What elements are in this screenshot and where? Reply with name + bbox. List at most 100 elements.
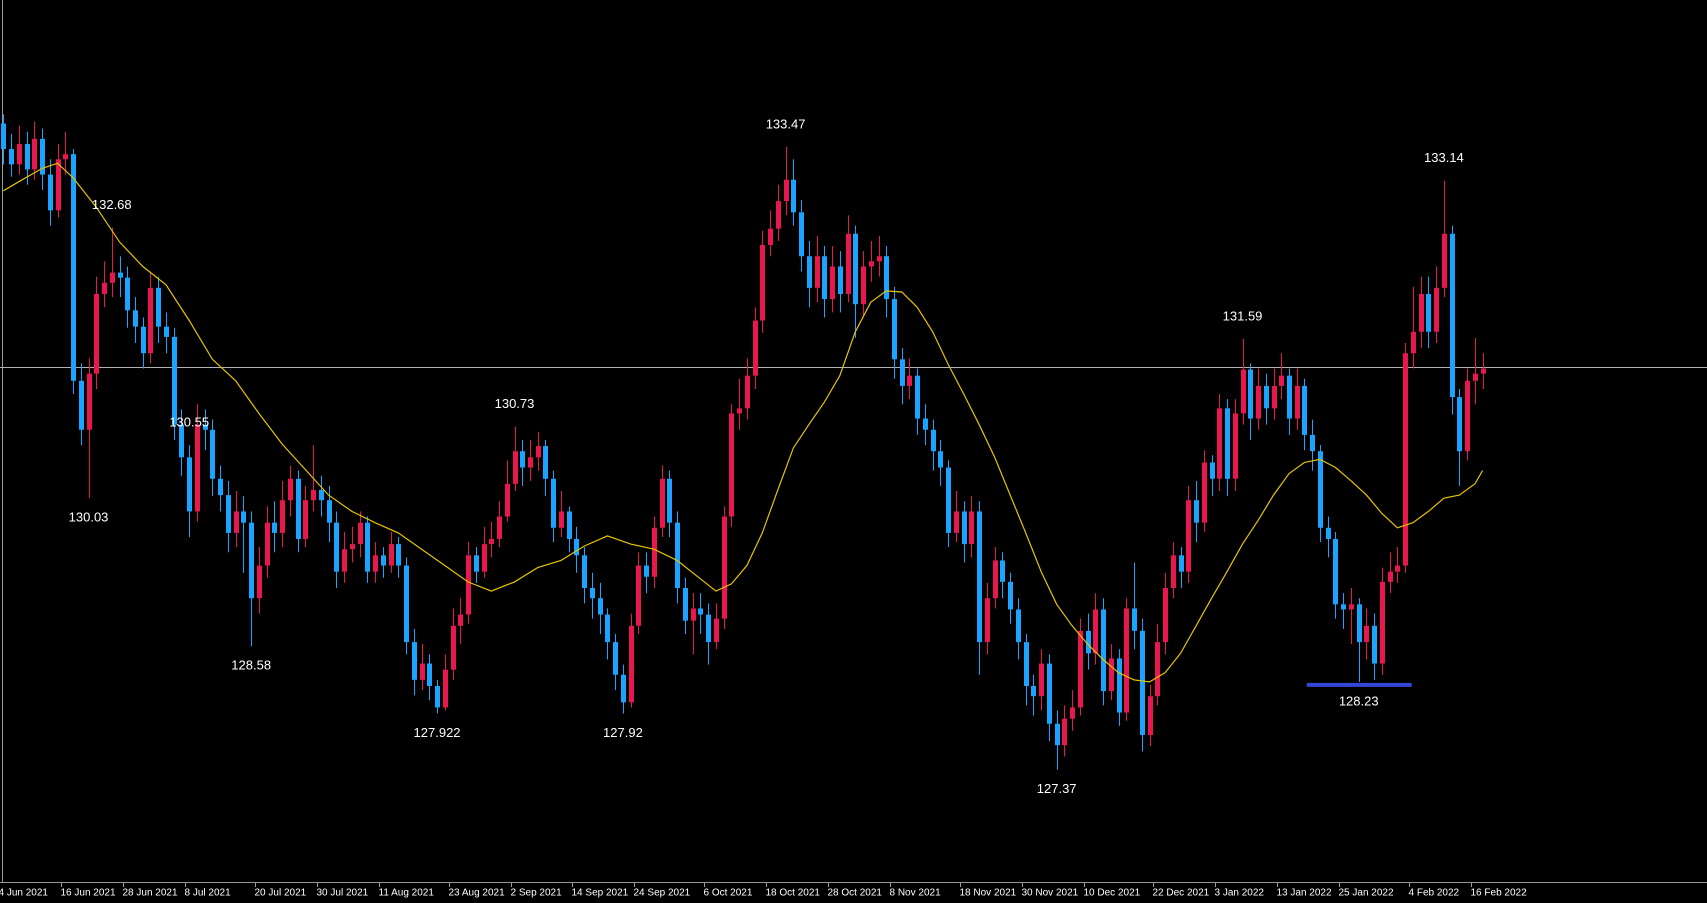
candle-body <box>40 138 45 175</box>
candle-body <box>358 522 363 545</box>
low-label: 130.03 <box>69 510 109 525</box>
candle-body <box>683 588 688 621</box>
candle-body <box>1403 353 1408 566</box>
candle-body <box>1318 451 1323 528</box>
candle-body <box>1388 571 1393 582</box>
candle-body <box>513 451 518 484</box>
x-tick-label: 24 Sep 2021 <box>634 888 691 899</box>
candle-body <box>1434 287 1439 332</box>
candle-body <box>110 272 115 283</box>
high-label: 133.47 <box>766 116 806 131</box>
candle-body <box>830 266 835 300</box>
candle-body <box>1295 385 1300 419</box>
candle-body <box>303 500 308 539</box>
candle-body <box>969 511 974 545</box>
candle-body <box>993 560 998 599</box>
candle-body <box>1241 369 1246 414</box>
candle-body <box>466 555 471 615</box>
candle-body <box>791 179 796 213</box>
candle-body <box>706 614 711 643</box>
candle-body <box>1055 723 1060 746</box>
candle-body <box>32 138 37 170</box>
candle-body <box>226 495 231 533</box>
x-tick-label: 28 Oct 2021 <box>828 888 883 899</box>
candle-body <box>327 500 332 523</box>
candle-body <box>1302 385 1307 435</box>
candle-body <box>25 143 30 170</box>
low-label: 127.37 <box>1037 781 1077 796</box>
candle-body <box>574 539 579 556</box>
candle-body <box>133 310 138 327</box>
candle-body <box>141 326 146 354</box>
candle-body <box>482 544 487 572</box>
x-tick-label: 6 Oct 2021 <box>704 888 753 899</box>
candle-body <box>605 614 610 643</box>
candle-body <box>884 256 889 300</box>
candle-body <box>1419 294 1424 332</box>
x-tick-label: 18 Nov 2021 <box>960 888 1017 899</box>
x-tick-label: 18 Oct 2021 <box>766 888 821 899</box>
x-tick-label: 4 Feb 2022 <box>1409 888 1460 899</box>
candle-body <box>753 320 758 376</box>
low-label: 127.922 <box>414 725 461 740</box>
candle-body <box>1 123 6 150</box>
candle-body <box>381 555 386 566</box>
candle-body <box>722 516 727 619</box>
candle-body <box>698 608 703 615</box>
candle-body <box>125 277 130 311</box>
candle-body <box>1194 500 1199 523</box>
candle-body <box>582 555 587 588</box>
candle-body <box>102 282 107 294</box>
candle-body <box>1341 604 1346 610</box>
candle-body <box>1210 462 1215 479</box>
candle-body <box>451 625 456 670</box>
candle-body <box>1086 630 1091 654</box>
candle-body <box>179 424 184 458</box>
candle-body <box>1326 527 1331 539</box>
candle-body <box>1380 581 1385 664</box>
candle-body <box>1140 630 1145 735</box>
candle-body <box>288 478 293 501</box>
candle-body <box>265 522 270 566</box>
x-tick-label: 3 Jan 2022 <box>1215 888 1265 899</box>
x-tick-label: 25 Jan 2022 <box>1339 888 1394 899</box>
x-tick-label: 16 Jun 2021 <box>61 888 116 899</box>
candle-body <box>1000 560 1005 582</box>
candle-body <box>17 143 22 165</box>
candle-body <box>1364 625 1369 643</box>
candle-body <box>613 642 618 675</box>
candle-body <box>1395 565 1400 572</box>
candle-body <box>760 245 765 321</box>
candle-body <box>412 642 417 680</box>
candle-body <box>458 614 463 626</box>
candle-body <box>652 527 657 577</box>
x-tick-label: 14 Sep 2021 <box>572 888 629 899</box>
candle-body <box>590 588 595 599</box>
candle-body <box>1132 608 1137 631</box>
candle-body <box>118 272 123 278</box>
candle-body <box>923 418 928 430</box>
candle-body <box>443 669 448 708</box>
candle-body <box>776 201 781 229</box>
candle-body <box>1024 642 1029 686</box>
candle-body <box>234 511 239 533</box>
candle-body <box>56 159 61 211</box>
candle-body <box>156 287 161 327</box>
candle-body <box>1357 604 1362 643</box>
candle-body <box>489 539 494 545</box>
candle-body <box>497 516 502 539</box>
x-tick-label: 8 Jul 2021 <box>185 888 232 899</box>
candle-body <box>342 549 347 572</box>
x-tick-label: 4 Jun 2021 <box>0 888 48 899</box>
candle-body <box>1163 588 1168 643</box>
candle-body <box>861 266 866 305</box>
candle-body <box>644 565 649 577</box>
candle-body <box>567 511 572 539</box>
candle-body <box>636 565 641 626</box>
candle-body <box>1117 658 1122 713</box>
candle-body <box>1031 686 1036 697</box>
candle-body <box>172 336 177 425</box>
moving-average <box>2 162 1484 683</box>
